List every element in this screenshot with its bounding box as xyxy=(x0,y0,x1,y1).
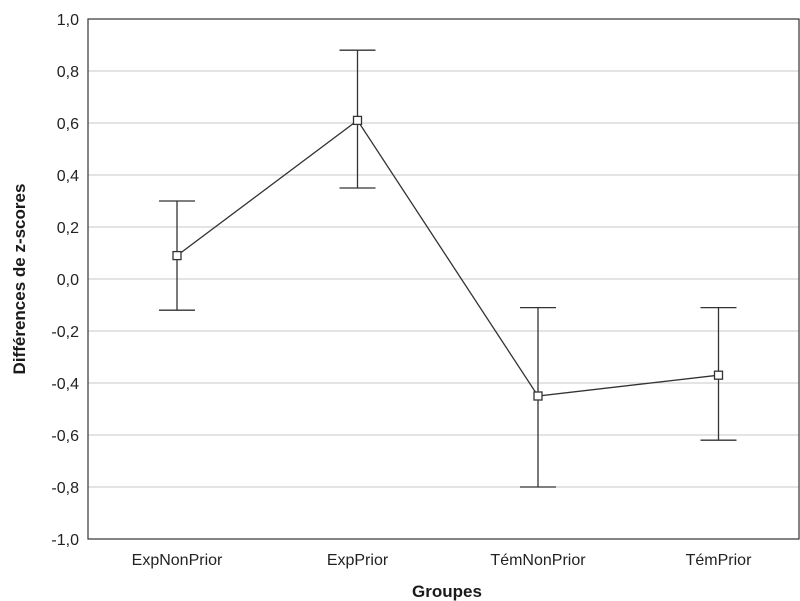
x-tick-label: ExpNonPrior xyxy=(132,552,223,569)
data-point-marker xyxy=(172,250,182,261)
y-tick-label: 1,0 xyxy=(57,12,79,29)
y-tick-label: 0,8 xyxy=(57,64,79,81)
y-tick-label: 0,2 xyxy=(57,220,79,237)
plot-frame xyxy=(87,18,800,540)
data-series xyxy=(159,49,737,488)
y-tick-label: -1,0 xyxy=(51,532,79,549)
x-tick-label: ExpPrior xyxy=(327,552,389,569)
y-tick-label: 0,0 xyxy=(57,272,79,289)
x-axis-label: Groupes xyxy=(412,582,482,601)
data-point-marker xyxy=(533,391,543,401)
y-axis-label: Différences de z-scores xyxy=(10,184,29,375)
y-tick-label: 0,4 xyxy=(57,168,79,185)
y-tick-label: 0,6 xyxy=(57,116,79,133)
y-tick-label: -0,6 xyxy=(51,428,79,445)
y-tick-label: -0,2 xyxy=(51,324,79,341)
x-tick-label: TémPrior xyxy=(686,552,752,569)
series-line xyxy=(176,119,719,397)
data-point-marker xyxy=(352,115,363,126)
data-point-marker xyxy=(713,370,724,380)
grid-lines xyxy=(88,70,799,488)
y-tick-labels: 1,0 0,8 0,6 0,4 0,2 0,0 -0,2 -0,4 -0,6 -0,8 -1,0 xyxy=(51,12,79,549)
x-tick-label: TémNonPrior xyxy=(490,552,586,569)
y-tick-label: -0,4 xyxy=(51,376,79,393)
x-tick-labels: ExpNonPrior ExpPrior TémNonPrior TémPrior xyxy=(132,552,752,569)
y-tick-label: -0,8 xyxy=(51,480,79,497)
